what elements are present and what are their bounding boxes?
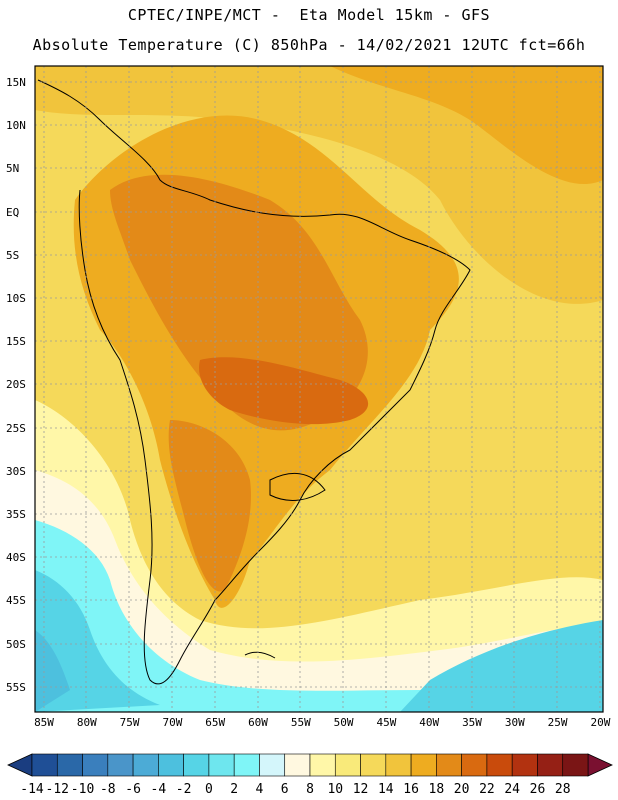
lat-label: 50S bbox=[6, 637, 26, 651]
lat-label: 5S bbox=[6, 248, 20, 262]
colorbar-label: -8 bbox=[99, 782, 116, 797]
lat-label: 45S bbox=[6, 594, 26, 608]
colorbar-swatch bbox=[259, 753, 286, 777]
lat-label: 30S bbox=[6, 464, 26, 478]
lat-label: 25S bbox=[6, 421, 26, 435]
colorbar-label: -4 bbox=[150, 782, 167, 797]
map-frame bbox=[34, 65, 604, 713]
lat-label: 55S bbox=[6, 680, 26, 694]
colorbar-label: 10 bbox=[327, 782, 344, 797]
colorbar-label: 28 bbox=[554, 782, 571, 797]
colorbar-swatch bbox=[183, 753, 210, 777]
lon-label: 45W bbox=[376, 716, 397, 729]
colorbar-swatch bbox=[284, 753, 311, 777]
lat-label: 5N bbox=[6, 162, 20, 176]
lat-label: 10S bbox=[6, 292, 26, 305]
colorbar-label: 26 bbox=[529, 782, 546, 797]
colorbar-swatch bbox=[436, 753, 462, 777]
colorbar-label: 18 bbox=[428, 782, 445, 797]
colorbar-swatch bbox=[233, 753, 260, 777]
colorbar-swatch bbox=[360, 753, 387, 777]
colorbar-swatch bbox=[309, 753, 336, 777]
colorbar-label: 24 bbox=[504, 782, 520, 797]
colorbar-label: 12 bbox=[352, 782, 369, 797]
colorbar-swatch bbox=[31, 753, 58, 777]
lat-label: EQ bbox=[6, 205, 20, 219]
lat-label: 15N bbox=[6, 76, 26, 89]
colorbar-label: 6 bbox=[280, 782, 289, 797]
lat-label: 15S bbox=[6, 335, 26, 349]
lon-label: 60W bbox=[248, 716, 268, 729]
title-line-1: CPTEC/INPE/MCT - Eta Model 15km - GFS bbox=[127, 6, 491, 24]
colorbar-swatch bbox=[158, 753, 184, 777]
colorbar-label: -6 bbox=[125, 782, 141, 797]
colorbar-label: 14 bbox=[377, 782, 394, 797]
lat-label: 35S bbox=[6, 508, 26, 521]
lon-label: 85W bbox=[34, 716, 54, 729]
colorbar-swatch bbox=[385, 753, 412, 777]
lat-label: 20S bbox=[6, 378, 26, 392]
colorbar-high-cap bbox=[587, 753, 613, 777]
colorbar-swatch bbox=[562, 753, 589, 777]
colorbar-swatch bbox=[107, 753, 134, 777]
colorbar-swatch bbox=[208, 753, 235, 777]
colorbar-label: 16 bbox=[403, 782, 419, 797]
colorbar-label: 20 bbox=[453, 782, 470, 797]
lon-label: 40W bbox=[419, 716, 440, 729]
lon-label: 55W bbox=[290, 716, 311, 729]
colorbar-label: -10 bbox=[70, 782, 95, 797]
colorbar-label: 2 bbox=[230, 782, 239, 797]
coastline bbox=[37, 79, 471, 685]
colorbar-label: -12 bbox=[45, 782, 70, 797]
colorbar-swatch bbox=[486, 753, 513, 777]
lon-label: 65W bbox=[205, 716, 226, 729]
lat-label: 10N bbox=[6, 119, 26, 133]
lon-label: 80W bbox=[76, 716, 97, 729]
title-line-2: Absolute Temperature (C) 850hPa - 14/02/… bbox=[32, 36, 586, 54]
lat-label: 40S bbox=[6, 551, 26, 565]
colorbar-swatch bbox=[511, 753, 538, 777]
colorbar-swatch bbox=[334, 753, 361, 777]
colorbar-swatch bbox=[82, 753, 109, 777]
colorbar-label: 0 bbox=[204, 782, 213, 797]
colorbar-swatch bbox=[410, 753, 437, 777]
lon-label: 25W bbox=[547, 716, 568, 729]
colorbar-label: -14 bbox=[20, 782, 44, 797]
lon-label: 30W bbox=[504, 716, 525, 729]
colorbar-low-cap bbox=[7, 753, 33, 777]
colorbar-swatch bbox=[132, 753, 159, 777]
colorbar-label: 8 bbox=[306, 782, 314, 797]
lon-label: 70W bbox=[162, 716, 183, 729]
temperature-field bbox=[35, 66, 603, 712]
colorbar bbox=[7, 753, 613, 777]
lon-label: 75W bbox=[119, 716, 140, 729]
colorbar-label: 4 bbox=[255, 782, 264, 797]
colorbar-swatch bbox=[56, 753, 83, 777]
lon-label: 50W bbox=[333, 716, 354, 729]
colorbar-swatch bbox=[537, 753, 564, 777]
colorbar-label: 22 bbox=[479, 782, 495, 797]
colorbar-label: -2 bbox=[175, 782, 192, 797]
lon-label: 20W bbox=[590, 716, 611, 729]
lon-label: 35W bbox=[462, 716, 482, 729]
colorbar-swatch bbox=[461, 753, 488, 777]
